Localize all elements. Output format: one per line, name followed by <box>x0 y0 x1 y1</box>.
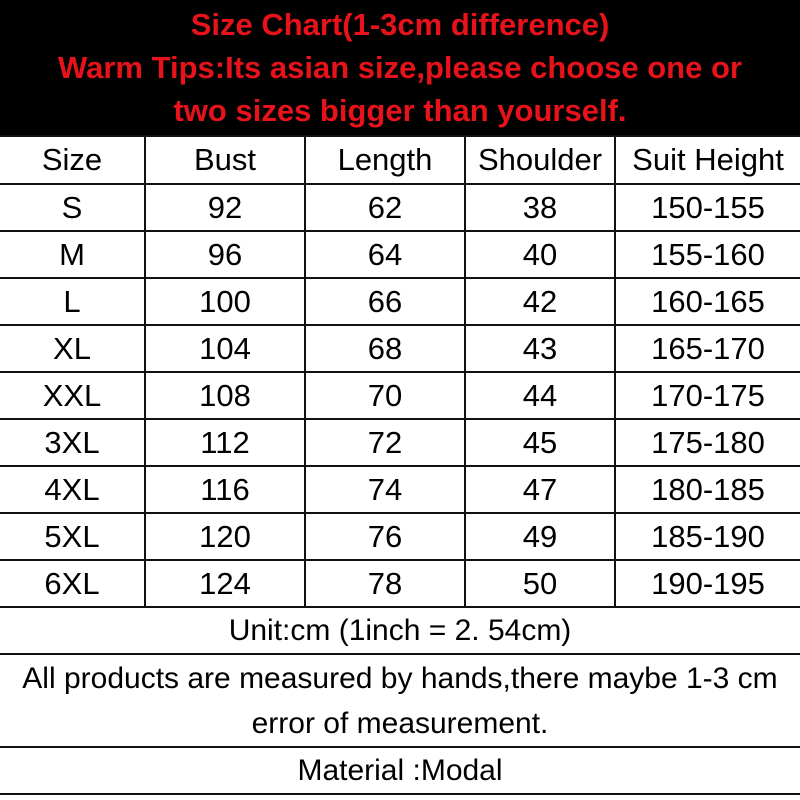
table-cell: 45 <box>464 418 616 467</box>
table-row: 6XL 124 78 50 190-195 <box>0 559 800 608</box>
table-cell: Shoulder <box>464 135 616 185</box>
table-cell: 40 <box>464 230 616 279</box>
table-row: 5XL 120 76 49 185-190 <box>0 512 800 561</box>
table-cell: 180-185 <box>614 465 800 514</box>
material-row-text: Material :Modal <box>0 746 800 795</box>
table-cell: 170-175 <box>614 371 800 420</box>
table-cell: 50 <box>464 559 616 608</box>
table-cell: 6XL <box>0 559 146 608</box>
material-row: Material :Modal <box>0 746 800 795</box>
table-cell: 155-160 <box>614 230 800 279</box>
table-cell: 108 <box>144 371 306 420</box>
table-cell: 92 <box>144 183 306 232</box>
table-row: L 100 66 42 160-165 <box>0 277 800 326</box>
table-row: 4XL 116 74 47 180-185 <box>0 465 800 514</box>
table-row: S 92 62 38 150-155 <box>0 183 800 232</box>
table-cell: 116 <box>144 465 306 514</box>
table-cell: 96 <box>144 230 306 279</box>
table-cell: 3XL <box>0 418 146 467</box>
table-cell: Size <box>0 135 146 185</box>
table-header-row: Size Bust Length Shoulder Suit Height <box>0 135 800 185</box>
unit-row: Unit:cm (1inch = 2. 54cm) <box>0 606 800 655</box>
table-cell: 78 <box>304 559 466 608</box>
table-cell: 49 <box>464 512 616 561</box>
note-row-text: All products are measured by hands,there… <box>0 653 800 748</box>
table-cell: 47 <box>464 465 616 514</box>
table-cell: 124 <box>144 559 306 608</box>
table-cell: 76 <box>304 512 466 561</box>
table-cell: 74 <box>304 465 466 514</box>
table-cell: 175-180 <box>614 418 800 467</box>
table-cell: 112 <box>144 418 306 467</box>
table-cell: L <box>0 277 146 326</box>
table-cell: XXL <box>0 371 146 420</box>
table-cell: 38 <box>464 183 616 232</box>
table-cell: 104 <box>144 324 306 373</box>
table-cell: 68 <box>304 324 466 373</box>
table-cell: 62 <box>304 183 466 232</box>
note-row: All products are measured by hands,there… <box>0 653 800 748</box>
table-cell: XL <box>0 324 146 373</box>
table-cell: 4XL <box>0 465 146 514</box>
table-cell: 190-195 <box>614 559 800 608</box>
table-cell: 42 <box>464 277 616 326</box>
table-cell: 66 <box>304 277 466 326</box>
table-cell: Suit Height <box>614 135 800 185</box>
unit-row-text: Unit:cm (1inch = 2. 54cm) <box>0 606 800 655</box>
table-cell: 64 <box>304 230 466 279</box>
table-row: XL 104 68 43 165-170 <box>0 324 800 373</box>
table-row: M 96 64 40 155-160 <box>0 230 800 279</box>
table-cell: 160-165 <box>614 277 800 326</box>
table-cell: Length <box>304 135 466 185</box>
table-cell: M <box>0 230 146 279</box>
warm-tip-line-2: two sizes bigger than yourself. <box>173 93 627 128</box>
table-cell: 120 <box>144 512 306 561</box>
table-cell: S <box>0 183 146 232</box>
table-cell: 150-155 <box>614 183 800 232</box>
table-cell: 165-170 <box>614 324 800 373</box>
table-cell: 185-190 <box>614 512 800 561</box>
table-row: 3XL 112 72 45 175-180 <box>0 418 800 467</box>
table-cell: 100 <box>144 277 306 326</box>
table-cell: 72 <box>304 418 466 467</box>
header-banner: Size Chart(1-3cm difference) Warm Tips:I… <box>0 0 800 135</box>
table-row: XXL 108 70 44 170-175 <box>0 371 800 420</box>
table-cell: 43 <box>464 324 616 373</box>
table-cell: 5XL <box>0 512 146 561</box>
table-cell: 70 <box>304 371 466 420</box>
table-cell: 44 <box>464 371 616 420</box>
chart-title: Size Chart(1-3cm difference) <box>190 7 610 42</box>
warm-tip-line-1: Warm Tips:Its asian size,please choose o… <box>58 50 742 85</box>
table-cell: Bust <box>144 135 306 185</box>
size-table: Size Bust Length Shoulder Suit Height S 92 62 38… <box>0 135 800 795</box>
